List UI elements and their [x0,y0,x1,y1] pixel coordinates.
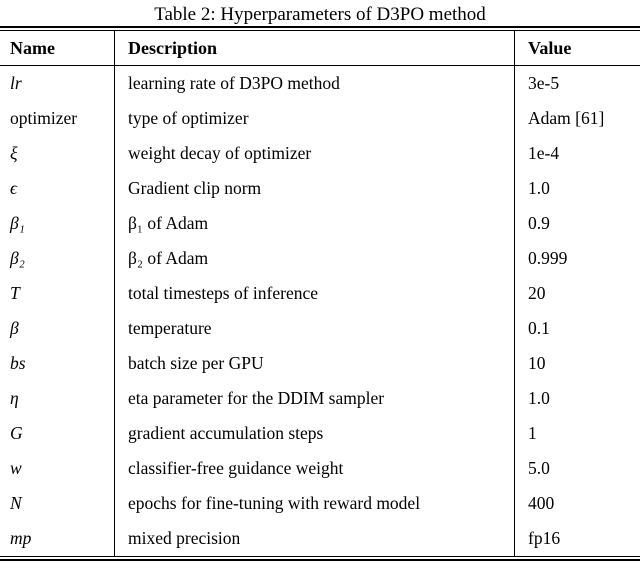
table-row: ξ weight decay of optimizer 1e-4 [0,136,640,171]
param-value: Adam [61] [514,101,640,136]
param-description: gradient accumulation steps [114,416,514,451]
table-header-row: Name Description Value [0,31,640,65]
table-row: N epochs for fine-tuning with reward mod… [0,486,640,521]
table-row: T total timesteps of inference 20 [0,276,640,311]
param-value: 0.999 [514,241,640,276]
table-row: β₂ β₂ of Adam 0.999 [0,241,640,276]
bottom-double-rule [0,556,640,561]
table-row: optimizer type of optimizer Adam [61] [0,101,640,136]
table-row: G gradient accumulation steps 1 [0,416,640,451]
table-body: lr learning rate of D3PO method 3e-5 opt… [0,66,640,556]
param-value: 0.9 [514,206,640,241]
table-row: w classifier-free guidance weight 5.0 [0,451,640,486]
param-name: β₂ [10,248,25,268]
param-name: ϵ [10,178,18,198]
param-name: bs [10,353,26,373]
param-value: 400 [514,486,640,521]
top-double-rule [0,26,640,31]
table-row: β temperature 0.1 [0,311,640,346]
param-value: 1 [514,416,640,451]
param-name: w [10,458,22,478]
header-description: Description [114,31,514,65]
param-description: type of optimizer [114,101,514,136]
param-description: β₂ of Adam [114,241,514,276]
param-name: η [10,388,19,408]
param-value: 10 [514,346,640,381]
param-description: eta parameter for the DDIM sampler [114,381,514,416]
param-value: 0.1 [514,311,640,346]
param-name: β₁ [10,213,25,233]
param-description: weight decay of optimizer [114,136,514,171]
param-name: N [10,493,22,513]
table-row: β₁ β₁ of Adam 0.9 [0,206,640,241]
table-row: η eta parameter for the DDIM sampler 1.0 [0,381,640,416]
header-separator-rule [0,65,640,66]
param-description: temperature [114,311,514,346]
param-name: G [10,423,23,443]
param-value: 1.0 [514,381,640,416]
param-value: fp16 [514,521,640,556]
param-description: classifier-free guidance weight [114,451,514,486]
table-row: mp mixed precision fp16 [0,521,640,556]
param-value: 3e-5 [514,66,640,101]
table-row: lr learning rate of D3PO method 3e-5 [0,66,640,101]
param-value: 5.0 [514,451,640,486]
header-value: Value [514,31,640,65]
param-name: ξ [10,143,18,163]
param-value: 20 [514,276,640,311]
param-name: lr [10,73,22,93]
param-description: mixed precision [114,521,514,556]
table-row: bs batch size per GPU 10 [0,346,640,381]
param-description: total timesteps of inference [114,276,514,311]
header-name: Name [10,38,55,58]
param-description: β₁ of Adam [114,206,514,241]
param-name: mp [10,528,32,548]
param-description: learning rate of D3PO method [114,66,514,101]
param-value: 1.0 [514,171,640,206]
param-name: T [10,283,20,303]
param-name: β [10,318,19,338]
table-row: ϵ Gradient clip norm 1.0 [0,171,640,206]
param-name: optimizer [10,108,78,128]
param-description: Gradient clip norm [114,171,514,206]
param-value: 1e-4 [514,136,640,171]
table-caption: Table 2: Hyperparameters of D3PO method [154,4,486,25]
param-description: batch size per GPU [114,346,514,381]
param-description: epochs for fine-tuning with reward model [114,486,514,521]
